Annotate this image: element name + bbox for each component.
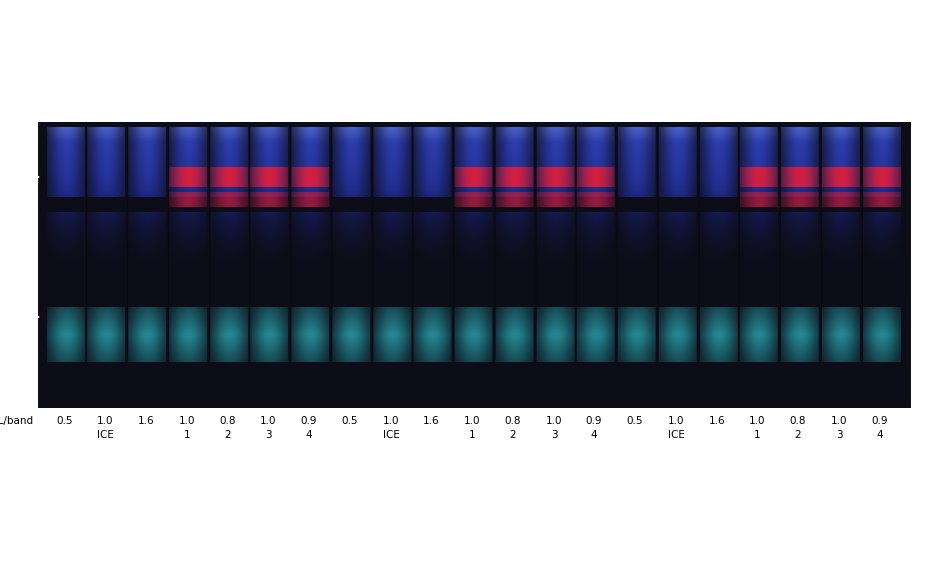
Text: ICE: ICE xyxy=(97,430,113,440)
Text: 3: 3 xyxy=(551,430,557,440)
Text: ICE: ICE xyxy=(382,430,400,440)
Text: 4: 4 xyxy=(877,430,884,440)
Text: 1.6: 1.6 xyxy=(423,416,439,426)
Text: 1.0: 1.0 xyxy=(259,416,276,426)
Text: 2: 2 xyxy=(510,430,516,440)
Text: 4: 4 xyxy=(591,430,597,440)
Text: 1.0: 1.0 xyxy=(464,416,480,426)
Text: 0.5: 0.5 xyxy=(341,416,358,426)
Text: 1.0: 1.0 xyxy=(830,416,847,426)
Text: 1: 1 xyxy=(469,430,475,440)
Text: 0.9: 0.9 xyxy=(300,416,317,426)
Text: 0.9: 0.9 xyxy=(871,416,888,426)
Text: μL/band: μL/band xyxy=(0,416,33,426)
Text: ICE: ICE xyxy=(668,430,684,440)
Text: 1.0: 1.0 xyxy=(749,416,765,426)
Text: 1.0: 1.0 xyxy=(97,416,113,426)
Text: 0.8: 0.8 xyxy=(790,416,806,426)
Text: 0.8: 0.8 xyxy=(219,416,236,426)
Text: 1: 1 xyxy=(184,430,191,440)
Text: 1.6: 1.6 xyxy=(709,416,725,426)
Text: 1.0: 1.0 xyxy=(383,416,399,426)
Text: 4: 4 xyxy=(306,430,312,440)
Text: 2: 2 xyxy=(225,430,232,440)
Text: 2: 2 xyxy=(795,430,802,440)
Text: 3: 3 xyxy=(265,430,272,440)
Text: 0.9: 0.9 xyxy=(586,416,603,426)
Text: 1.0: 1.0 xyxy=(546,416,563,426)
Text: 0.5: 0.5 xyxy=(627,416,644,426)
Text: 1.0: 1.0 xyxy=(179,416,195,426)
Text: 3: 3 xyxy=(836,430,843,440)
Text: 0.5: 0.5 xyxy=(57,416,73,426)
Text: 1.6: 1.6 xyxy=(138,416,154,426)
Text: 1: 1 xyxy=(753,430,761,440)
Text: 1.0: 1.0 xyxy=(668,416,684,426)
Text: 0.8: 0.8 xyxy=(505,416,521,426)
